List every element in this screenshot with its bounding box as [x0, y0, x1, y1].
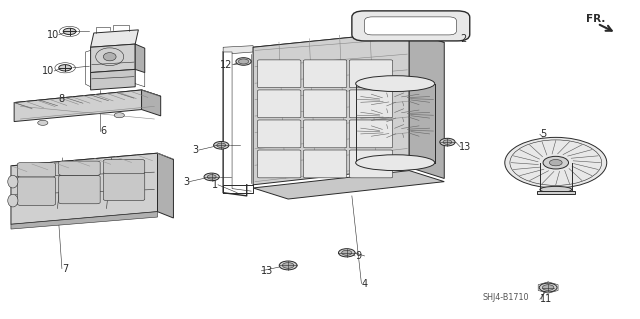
FancyBboxPatch shape — [365, 17, 456, 35]
Polygon shape — [91, 44, 135, 72]
Text: FR.: FR. — [586, 14, 605, 24]
Ellipse shape — [114, 113, 124, 118]
Ellipse shape — [207, 175, 216, 179]
Polygon shape — [537, 191, 575, 194]
FancyBboxPatch shape — [257, 90, 301, 118]
Text: 3: 3 — [183, 177, 189, 187]
Polygon shape — [223, 46, 253, 54]
Text: 5: 5 — [540, 129, 546, 139]
FancyBboxPatch shape — [17, 177, 56, 205]
Polygon shape — [135, 44, 145, 72]
Text: 10: 10 — [42, 66, 54, 76]
Text: 12: 12 — [220, 60, 233, 70]
Ellipse shape — [443, 140, 452, 144]
FancyBboxPatch shape — [303, 150, 347, 178]
FancyBboxPatch shape — [257, 120, 301, 148]
Ellipse shape — [239, 59, 248, 64]
FancyBboxPatch shape — [303, 120, 347, 148]
FancyBboxPatch shape — [257, 60, 301, 88]
Polygon shape — [157, 153, 173, 218]
Polygon shape — [253, 32, 409, 185]
Ellipse shape — [440, 138, 455, 146]
Ellipse shape — [59, 65, 72, 71]
Ellipse shape — [38, 120, 48, 125]
Ellipse shape — [217, 143, 226, 147]
Ellipse shape — [339, 249, 355, 257]
Polygon shape — [11, 153, 173, 172]
FancyBboxPatch shape — [17, 163, 56, 177]
Text: 9: 9 — [355, 251, 361, 261]
FancyBboxPatch shape — [303, 90, 347, 118]
FancyBboxPatch shape — [103, 172, 145, 201]
Text: 10: 10 — [47, 30, 59, 40]
Ellipse shape — [63, 28, 76, 34]
Ellipse shape — [103, 53, 116, 61]
Polygon shape — [253, 32, 444, 58]
Polygon shape — [91, 69, 135, 90]
Polygon shape — [409, 32, 444, 178]
Polygon shape — [14, 90, 141, 122]
Polygon shape — [14, 90, 161, 109]
Text: 6: 6 — [100, 126, 106, 136]
FancyBboxPatch shape — [349, 90, 393, 118]
Ellipse shape — [505, 137, 607, 188]
Text: 13: 13 — [261, 266, 274, 276]
Ellipse shape — [510, 140, 602, 185]
Text: SHJ4-B1710: SHJ4-B1710 — [483, 293, 529, 302]
FancyBboxPatch shape — [59, 161, 100, 175]
FancyBboxPatch shape — [59, 175, 100, 204]
Ellipse shape — [8, 175, 18, 188]
Polygon shape — [253, 171, 444, 199]
FancyBboxPatch shape — [352, 11, 470, 41]
Text: 11: 11 — [540, 294, 552, 304]
Text: 1: 1 — [212, 180, 218, 190]
Ellipse shape — [96, 48, 124, 66]
FancyBboxPatch shape — [103, 160, 145, 174]
Text: 2: 2 — [460, 34, 467, 44]
Text: 8: 8 — [59, 94, 65, 104]
Ellipse shape — [540, 283, 557, 292]
FancyBboxPatch shape — [303, 60, 347, 88]
Polygon shape — [91, 30, 138, 47]
FancyBboxPatch shape — [349, 120, 393, 148]
FancyBboxPatch shape — [257, 150, 301, 178]
Ellipse shape — [540, 186, 572, 193]
Text: 7: 7 — [62, 263, 68, 274]
Polygon shape — [11, 212, 157, 229]
Ellipse shape — [204, 173, 220, 181]
Polygon shape — [11, 153, 157, 224]
Ellipse shape — [214, 141, 229, 149]
Text: 3: 3 — [193, 145, 199, 155]
Ellipse shape — [549, 160, 562, 166]
Ellipse shape — [236, 58, 251, 65]
Ellipse shape — [543, 156, 568, 169]
Ellipse shape — [8, 194, 18, 207]
Text: 4: 4 — [362, 279, 367, 289]
Ellipse shape — [279, 261, 297, 270]
Ellipse shape — [282, 263, 294, 268]
Text: 13: 13 — [459, 142, 471, 152]
Ellipse shape — [356, 76, 435, 92]
FancyBboxPatch shape — [349, 150, 393, 178]
Ellipse shape — [342, 250, 352, 255]
Ellipse shape — [542, 285, 554, 290]
FancyBboxPatch shape — [349, 60, 393, 88]
Ellipse shape — [356, 155, 435, 171]
Polygon shape — [141, 90, 161, 116]
